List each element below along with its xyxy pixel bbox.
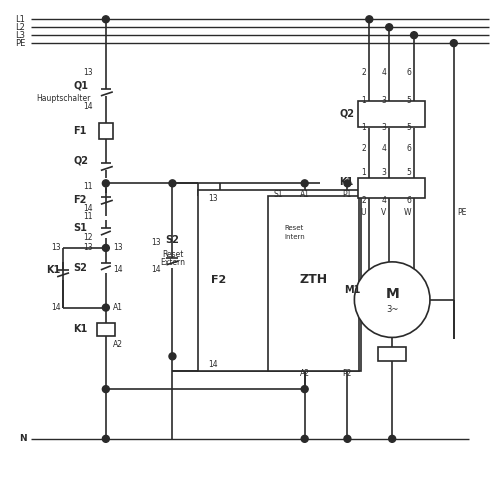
Text: N: N (20, 434, 27, 444)
Text: A1: A1 (113, 303, 123, 312)
Text: 14: 14 (113, 265, 122, 274)
Text: W: W (404, 208, 411, 217)
Text: M: M (386, 287, 399, 301)
Text: 1: 1 (362, 168, 366, 177)
Circle shape (354, 262, 430, 337)
Text: L3: L3 (16, 31, 26, 40)
Text: U: U (361, 208, 366, 217)
Text: 5: 5 (406, 168, 411, 177)
Text: 2: 2 (362, 196, 366, 205)
Circle shape (301, 180, 308, 187)
Text: S2: S2 (166, 235, 179, 245)
Text: 11: 11 (84, 182, 93, 191)
Text: Q1: Q1 (73, 81, 88, 91)
Bar (358, 178, 425, 198)
Circle shape (102, 16, 110, 23)
Text: 4: 4 (382, 68, 386, 78)
Text: K1: K1 (340, 177, 353, 187)
Text: 1: 1 (362, 123, 366, 132)
Circle shape (169, 353, 176, 360)
Text: L2: L2 (16, 23, 25, 32)
Text: 3: 3 (382, 96, 386, 105)
Circle shape (102, 244, 110, 251)
Text: PE: PE (457, 208, 466, 217)
Text: P1: P1 (342, 190, 352, 199)
Text: Hauptschalter: Hauptschalter (36, 94, 90, 103)
Circle shape (366, 16, 373, 23)
Text: V: V (381, 208, 386, 217)
Text: F1: F1 (73, 125, 86, 136)
Bar (268, 196, 360, 371)
Circle shape (102, 180, 110, 187)
Text: A1: A1 (300, 190, 310, 199)
Text: 6: 6 (406, 196, 411, 205)
Bar (97, 322, 115, 336)
Text: 12: 12 (84, 232, 93, 241)
Bar (198, 190, 362, 371)
Text: 6: 6 (406, 68, 411, 78)
Text: 6: 6 (406, 144, 411, 153)
Text: 5: 5 (406, 96, 411, 105)
Text: 14: 14 (84, 204, 93, 213)
Circle shape (102, 386, 110, 393)
Text: S2: S2 (73, 263, 87, 273)
Text: ZTH: ZTH (300, 273, 328, 286)
Text: 13: 13 (151, 239, 160, 248)
Text: 5: 5 (406, 123, 411, 132)
Text: Reset: Reset (285, 225, 304, 231)
Text: S1: S1 (73, 223, 87, 233)
Text: 4: 4 (382, 196, 386, 205)
Text: 11: 11 (84, 212, 93, 221)
Circle shape (450, 40, 458, 46)
Text: A2: A2 (300, 369, 310, 378)
Bar (358, 101, 425, 126)
Text: L1: L1 (16, 15, 25, 24)
Circle shape (169, 180, 176, 187)
Circle shape (344, 435, 351, 442)
Circle shape (102, 304, 110, 311)
Text: Intern: Intern (285, 234, 306, 240)
Text: 14: 14 (208, 360, 218, 369)
Text: 13: 13 (84, 243, 93, 252)
Circle shape (301, 386, 308, 393)
Text: A2: A2 (113, 340, 123, 349)
Text: P2: P2 (342, 369, 352, 378)
Circle shape (344, 180, 351, 187)
Text: 2: 2 (362, 68, 366, 78)
Text: Extern: Extern (160, 258, 185, 267)
Circle shape (102, 435, 110, 442)
Text: 13: 13 (84, 68, 93, 78)
Text: 13: 13 (51, 243, 61, 252)
Bar (99, 123, 113, 138)
Circle shape (410, 32, 418, 39)
Text: 4: 4 (382, 144, 386, 153)
Text: 1: 1 (362, 96, 366, 105)
Text: 2: 2 (362, 144, 366, 153)
Bar (378, 347, 406, 361)
Circle shape (388, 435, 396, 442)
Text: 3: 3 (382, 168, 386, 177)
Circle shape (301, 435, 308, 442)
Text: Q2: Q2 (340, 109, 354, 119)
Text: K1: K1 (73, 324, 88, 334)
Text: 14: 14 (151, 265, 160, 274)
Text: 14: 14 (51, 303, 61, 312)
Text: 3: 3 (382, 123, 386, 132)
Text: 13: 13 (208, 194, 218, 203)
Text: K1: K1 (46, 265, 60, 275)
Text: Reset: Reset (162, 251, 183, 260)
Text: S1: S1 (273, 190, 282, 199)
Text: PE: PE (16, 39, 26, 47)
Text: F2: F2 (210, 275, 226, 285)
Text: 3~: 3~ (386, 305, 398, 314)
Text: Q2: Q2 (73, 156, 88, 165)
Text: 13: 13 (113, 243, 122, 252)
Text: M1: M1 (344, 285, 361, 295)
Text: 14: 14 (84, 103, 93, 111)
Circle shape (386, 24, 392, 31)
Text: F2: F2 (73, 195, 86, 205)
